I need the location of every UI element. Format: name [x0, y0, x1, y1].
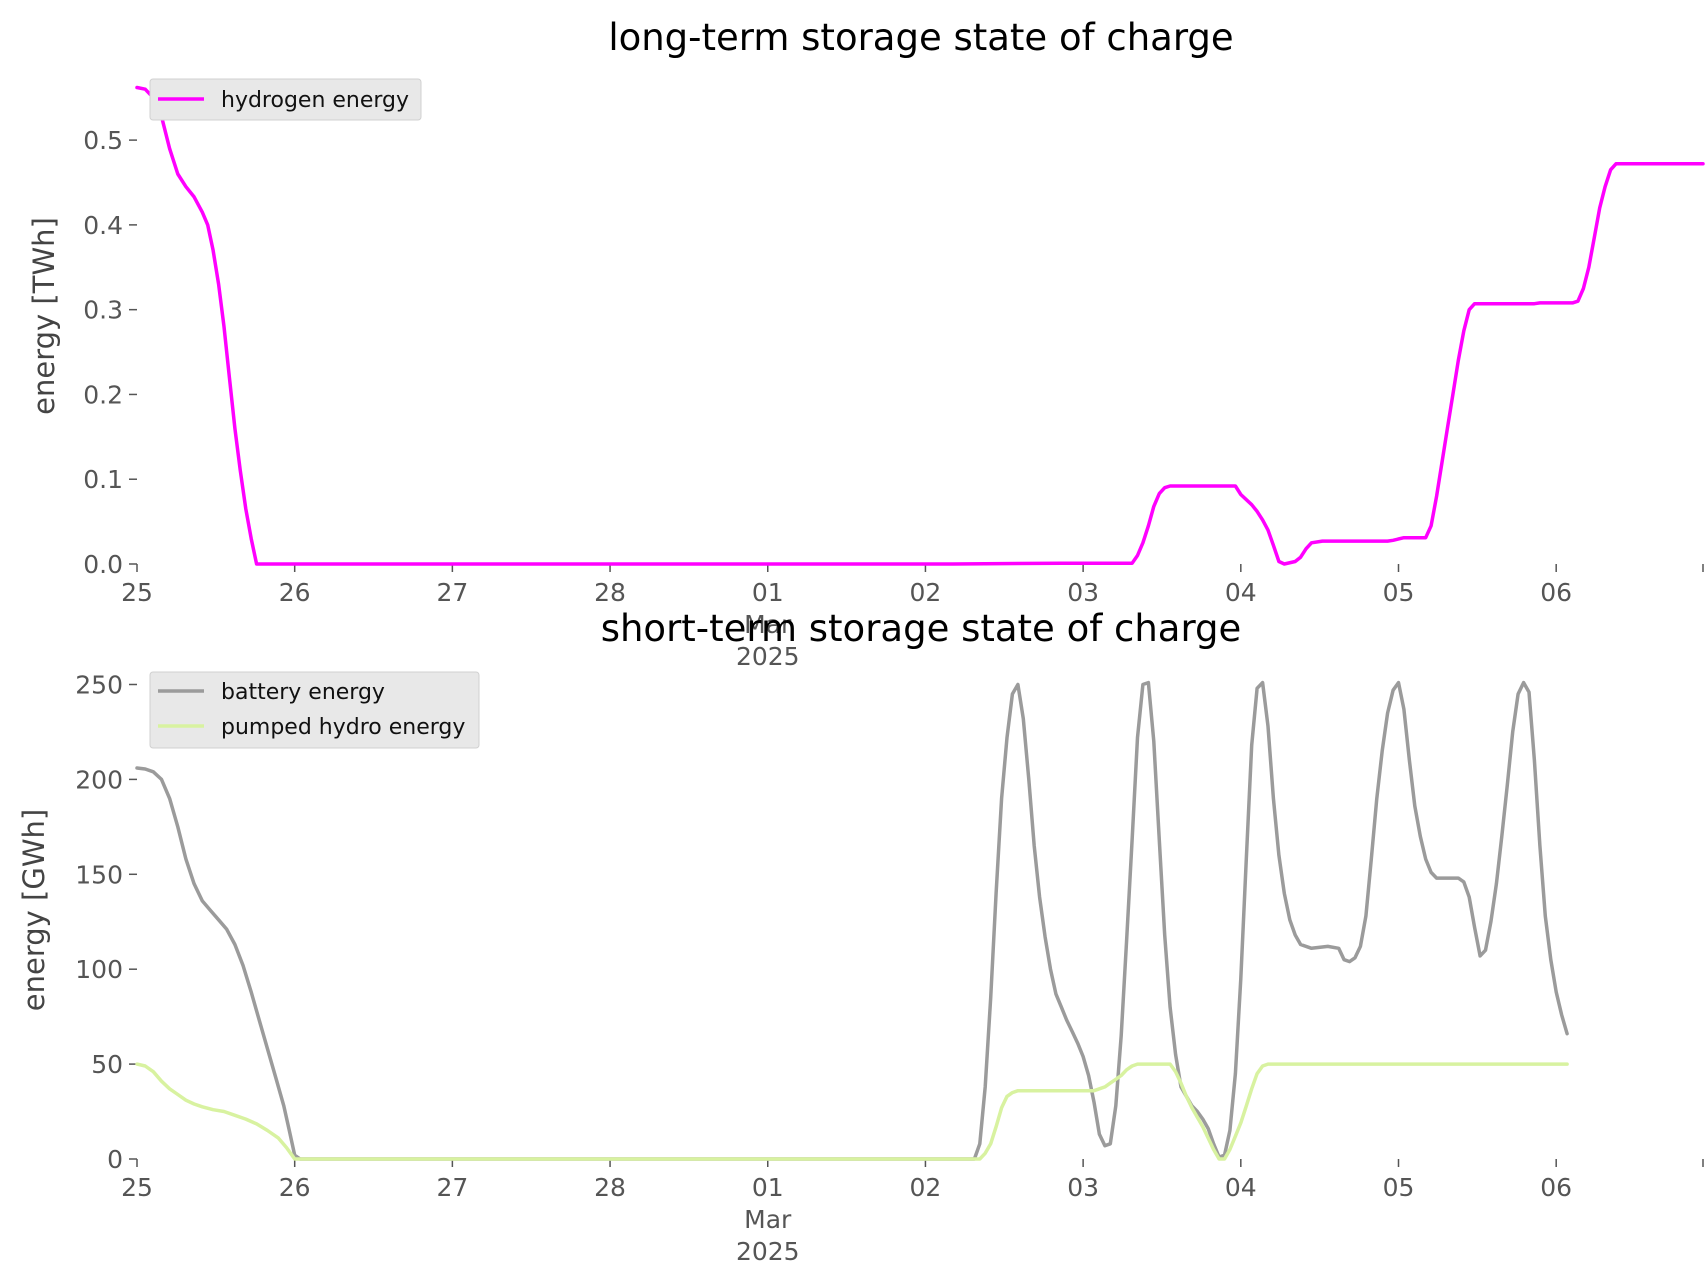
short-term-y-tick-label: 100	[75, 955, 123, 984]
long-term-chart: long-term storage state of charge energy…	[27, 16, 1705, 671]
short-term-x-tick-label: 03	[1067, 1173, 1099, 1202]
short-term-chart-title: short-term storage state of charge	[601, 607, 1242, 650]
long-term-chart-title: long-term storage state of charge	[608, 16, 1233, 59]
long-term-y-tick-label: 0.1	[83, 465, 123, 494]
short-term-y-ticks: 0 50 100 150 200 250	[75, 670, 137, 1174]
long-term-x-tick-label: 26	[279, 578, 311, 607]
long-term-y-tick-label: 0.5	[83, 126, 123, 155]
short-term-y-tick-label: 200	[75, 765, 123, 794]
short-term-x-tick-label: 05	[1383, 1173, 1415, 1202]
short-term-y-tick-label: 50	[91, 1050, 123, 1079]
short-term-series	[135, 680, 1569, 1161]
legend-label-battery-energy: battery energy	[221, 680, 385, 705]
short-term-y-tick-label: 150	[75, 860, 123, 889]
long-term-x-tick-label: 05	[1383, 578, 1415, 607]
short-term-x-tick-sublabel: Mar	[744, 1205, 792, 1234]
long-term-y-axis-label: energy [TWh]	[27, 217, 61, 415]
short-term-x-tick-label: 25	[121, 1173, 153, 1202]
legend-label-pumped-hydro-energy: pumped hydro energy	[221, 715, 465, 740]
long-term-x-tick-label: 03	[1067, 578, 1099, 607]
long-term-x-tick-label: 02	[910, 578, 942, 607]
long-term-x-tick-label: 25	[121, 578, 153, 607]
short-term-x-tick-label: 26	[279, 1173, 311, 1202]
series-line-hydrogen-energy	[135, 85, 1705, 566]
long-term-x-tick-label: 01	[752, 578, 784, 607]
long-term-x-tick-label: 28	[594, 578, 626, 607]
long-term-y-tick-label: 0.4	[83, 211, 123, 240]
short-term-x-ticks: 25 26 27 28 01 Mar 2025 02 03 04 05 06	[121, 1159, 1704, 1266]
short-term-legend-box	[149, 671, 480, 749]
short-term-legend: battery energy pumped hydro energy	[149, 671, 480, 749]
short-term-y-axis-label: energy [GWh]	[17, 809, 51, 1011]
series-line-pumped-hydro-energy	[135, 1062, 1569, 1161]
long-term-legend-box	[149, 78, 422, 121]
long-term-y-tick-label: 0.3	[83, 296, 123, 325]
short-term-x-tick-label: 02	[910, 1173, 942, 1202]
short-term-x-tick-label: 06	[1540, 1173, 1572, 1202]
long-term-x-tick-label: 04	[1225, 578, 1257, 607]
short-term-y-tick-label: 250	[75, 670, 123, 699]
long-term-x-ticks: 25 26 27 28 01 Mar 2025 02 03 04 05 06	[121, 564, 1704, 671]
long-term-x-tick-sublabel: Mar	[744, 610, 792, 639]
short-term-x-tick-sublabel: 2025	[736, 1237, 800, 1266]
long-term-x-tick-label: 27	[436, 578, 468, 607]
short-term-x-tick-label: 27	[436, 1173, 468, 1202]
short-term-chart: short-term storage state of charge energ…	[17, 607, 1704, 1266]
long-term-x-tick-sublabel: 2025	[736, 642, 800, 671]
short-term-x-tick-label: 01	[752, 1173, 784, 1202]
short-term-x-tick-label: 28	[594, 1173, 626, 1202]
long-term-y-ticks: 0.0 0.1 0.2 0.3 0.4 0.5	[83, 126, 137, 579]
long-term-y-tick-label: 0.2	[83, 380, 123, 409]
long-term-x-tick-label: 06	[1540, 578, 1572, 607]
short-term-y-tick-label: 0	[107, 1145, 123, 1174]
long-term-y-tick-label: 0.0	[83, 550, 123, 579]
long-term-legend: hydrogen energy	[149, 78, 422, 121]
short-term-x-tick-label: 04	[1225, 1173, 1257, 1202]
legend-label-hydrogen-energy: hydrogen energy	[221, 88, 409, 113]
long-term-series	[135, 85, 1705, 566]
